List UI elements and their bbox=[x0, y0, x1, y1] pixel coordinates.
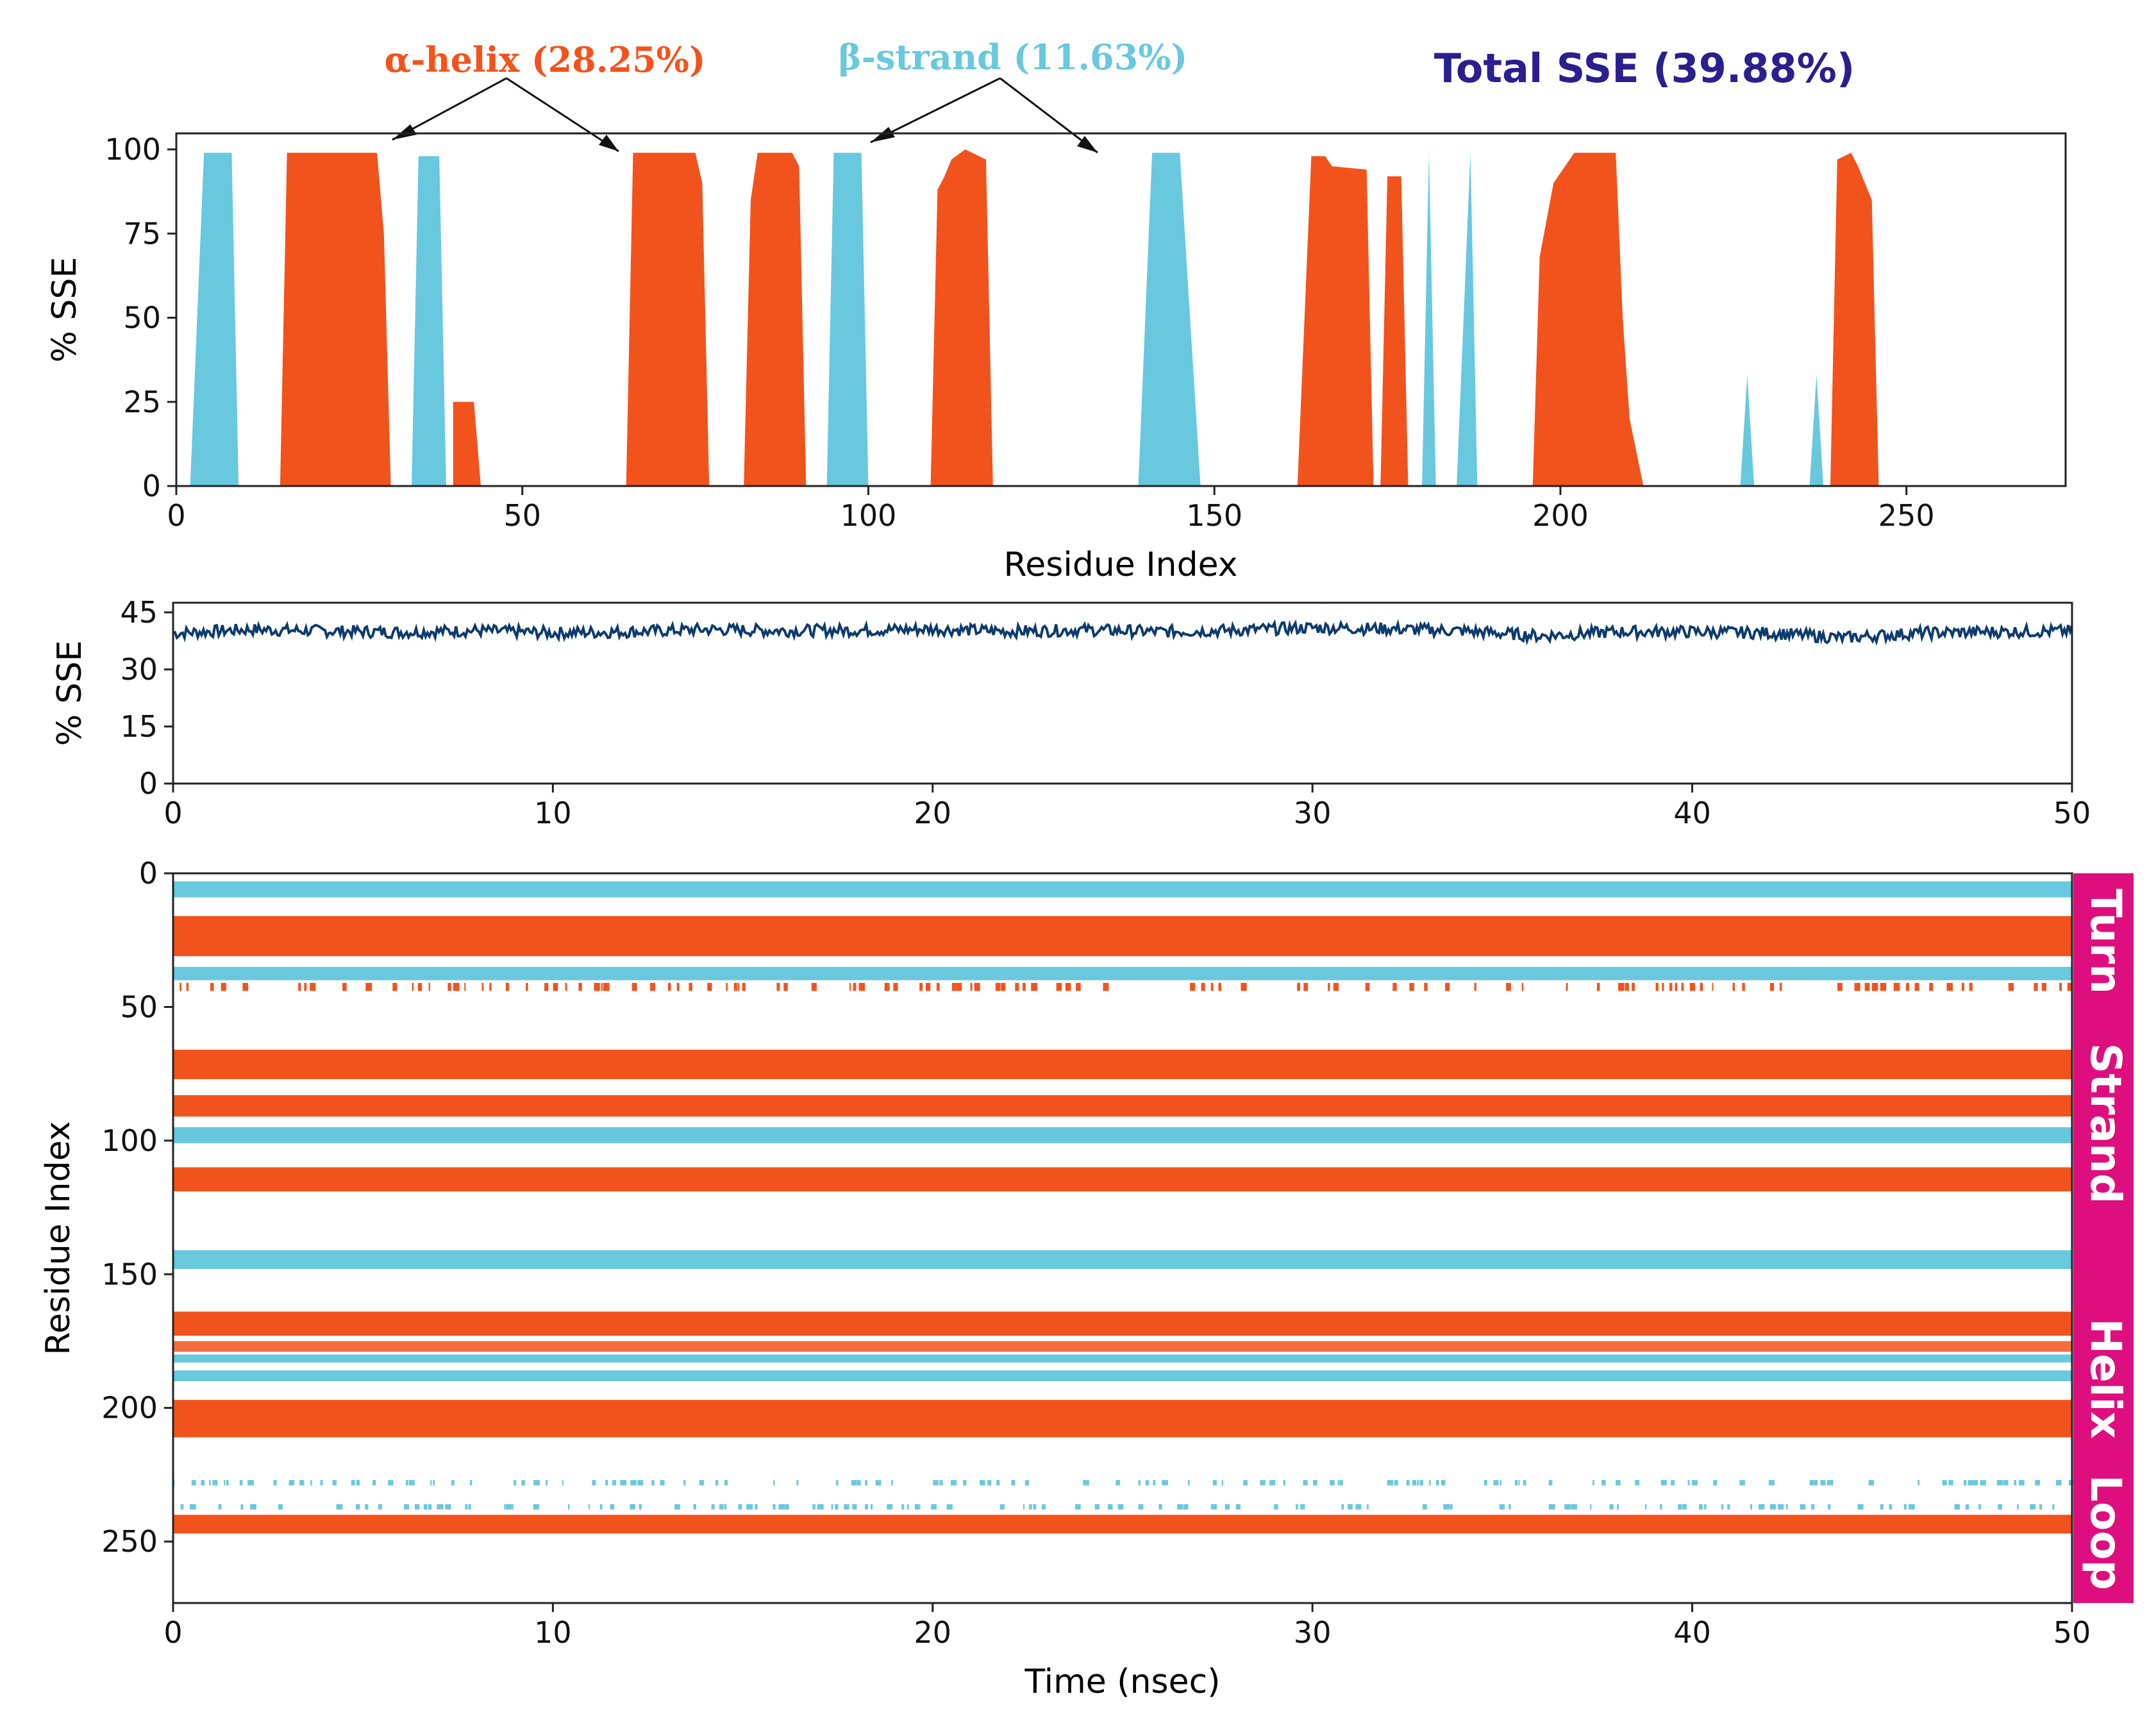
sse-area-strand bbox=[1457, 153, 1478, 487]
sse-area-strand bbox=[1422, 153, 1436, 487]
x-tick-label: 50 bbox=[2053, 1615, 2091, 1650]
legend-label-turn: Turn bbox=[2081, 889, 2130, 994]
x-tick-label: 20 bbox=[914, 1615, 952, 1650]
sse-band-strand-intermittent bbox=[180, 1504, 2055, 1510]
x-tick-label: 200 bbox=[1532, 498, 1589, 533]
sse-residue-series bbox=[190, 149, 1879, 487]
sse-area-helix bbox=[1297, 156, 1374, 486]
sse-band-helix bbox=[173, 1341, 2072, 1352]
y-axis-label: Residue Index bbox=[39, 1121, 78, 1356]
legend-label-helix: Helix bbox=[2081, 1318, 2130, 1439]
sse-band-strand bbox=[173, 1250, 2072, 1269]
y-tick-label: 0 bbox=[142, 469, 161, 503]
sse-area-helix bbox=[1830, 153, 1879, 487]
sse-band-strand bbox=[173, 881, 2072, 898]
sse-area-helix bbox=[1380, 176, 1408, 486]
sse-band-helix bbox=[173, 1167, 2072, 1191]
x-tick-label: 0 bbox=[163, 796, 182, 830]
sse-band-helix bbox=[173, 1400, 2072, 1438]
sse-area-helix bbox=[453, 401, 481, 486]
sse-band-strand bbox=[173, 966, 2072, 980]
x-tick-label: 50 bbox=[503, 498, 541, 533]
y-tick-label: 50 bbox=[123, 301, 161, 335]
plot-frame bbox=[172, 601, 2073, 785]
x-axis-label: Residue Index bbox=[1004, 546, 1238, 584]
sse-area-helix bbox=[930, 149, 993, 486]
x-tick-label: 10 bbox=[534, 1615, 572, 1650]
y-tick-label: 100 bbox=[104, 132, 161, 167]
sse-timeline-bands bbox=[173, 881, 2075, 1534]
sse-band-helix-intermittent bbox=[180, 982, 2071, 991]
x-tick-label: 0 bbox=[167, 498, 185, 533]
y-tick-label: 150 bbox=[101, 1257, 158, 1291]
sse-timeline-panel: 0 10 20 30 40 50 0 50 100 150 200 250 Time (nsec) R… bbox=[39, 856, 2134, 1701]
sse-area-strand bbox=[412, 156, 446, 486]
y-tick-label: 200 bbox=[101, 1391, 158, 1425]
y-tick-label: 75 bbox=[123, 216, 161, 251]
sse-area-strand bbox=[1740, 374, 1755, 486]
sse-band-helix bbox=[173, 1095, 2072, 1117]
sse-area-strand bbox=[826, 153, 869, 487]
x-tick-label: 30 bbox=[1294, 796, 1332, 830]
annotation-arrows bbox=[392, 77, 1098, 154]
x-tick-label: 100 bbox=[840, 498, 897, 533]
y-tick-label: 250 bbox=[101, 1524, 158, 1559]
y-tick-label: 30 bbox=[120, 652, 158, 687]
sse-band-helix bbox=[173, 1515, 2072, 1534]
sse-over-time-panel: 0 10 20 30 40 50 0 15 30 45 % SSE bbox=[51, 595, 2091, 830]
total-sse-line bbox=[172, 619, 2073, 646]
legend-label-strand: Strand bbox=[2081, 1043, 2130, 1204]
y-axis-label: % SSE bbox=[51, 641, 89, 746]
x-tick-label: 40 bbox=[1673, 796, 1711, 830]
sse-area-strand bbox=[190, 153, 239, 487]
x-tick-label: 20 bbox=[914, 796, 952, 830]
y-tick-label: 0 bbox=[139, 856, 158, 891]
axis-ticks: 0 50 100 150 200 250 0 25 50 75 100 bbox=[104, 132, 1934, 533]
x-axis-label: Time (nsec) bbox=[1024, 1663, 1221, 1701]
x-tick-label: 50 bbox=[2053, 796, 2091, 830]
helix-annotation: α-helix (28.25%) bbox=[384, 39, 705, 80]
x-tick-label: 150 bbox=[1186, 498, 1242, 533]
y-axis-label: % SSE bbox=[46, 257, 84, 363]
sse-band-strand bbox=[173, 1127, 2072, 1143]
y-tick-label: 50 bbox=[120, 989, 158, 1024]
axis-ticks: 0 10 20 30 40 50 0 50 100 150 200 250 bbox=[101, 856, 2091, 1650]
y-tick-label: 100 bbox=[101, 1123, 158, 1158]
x-tick-label: 0 bbox=[163, 1615, 182, 1650]
sse-area-helix bbox=[626, 153, 710, 487]
x-tick-label: 40 bbox=[1673, 1615, 1711, 1650]
sse-band-helix bbox=[173, 1311, 2072, 1336]
sse-band-strand bbox=[173, 1354, 2072, 1363]
total-sse-annotation: Total SSE (39.88%) bbox=[1434, 45, 1855, 92]
plot-frame bbox=[172, 872, 2073, 1604]
sse-band-helix bbox=[173, 1050, 2072, 1079]
sse-area-strand bbox=[1138, 153, 1201, 487]
x-tick-label: 250 bbox=[1878, 498, 1935, 533]
y-tick-label: 25 bbox=[123, 385, 161, 419]
sse-area-strand bbox=[1809, 374, 1824, 486]
sse-area-helix bbox=[1532, 153, 1644, 487]
legend-label-loop: Loop bbox=[2081, 1475, 2130, 1590]
strand-annotation: β-strand (11.63%) bbox=[839, 37, 1187, 78]
plot-frame bbox=[175, 132, 2067, 487]
y-tick-label: 45 bbox=[120, 595, 158, 630]
sse-area-helix bbox=[280, 153, 391, 487]
sse-legend: Turn Strand Helix Loop bbox=[2081, 889, 2130, 1590]
x-tick-label: 10 bbox=[534, 796, 572, 830]
sse-legend-bar bbox=[2073, 873, 2134, 1603]
sse-band-helix bbox=[173, 916, 2072, 957]
sse-area-helix bbox=[744, 153, 806, 487]
x-tick-label: 30 bbox=[1294, 1615, 1332, 1650]
y-tick-label: 0 bbox=[139, 766, 158, 801]
sse-band-strand bbox=[173, 1370, 2072, 1381]
axis-ticks: 0 10 20 30 40 50 0 15 30 45 bbox=[120, 595, 2091, 830]
y-tick-label: 15 bbox=[120, 709, 158, 744]
